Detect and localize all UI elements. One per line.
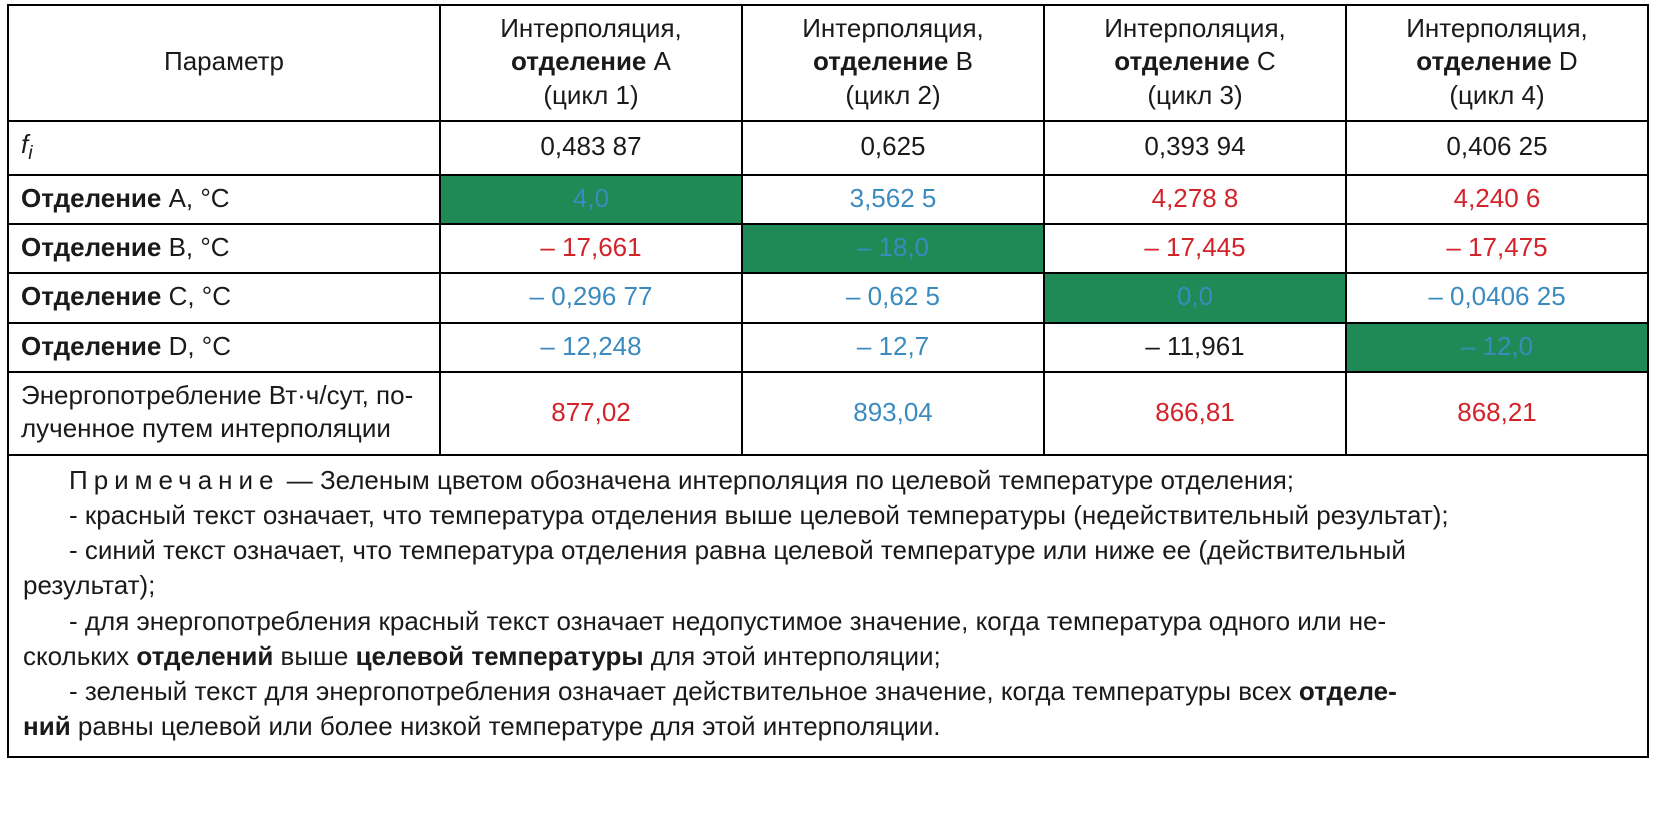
cell-target: – 12,0 [1346,323,1648,372]
note-text: равны целевой или более низкой температу… [71,711,941,741]
note-row: Примечание — Зеленым цветом обозначена и… [8,455,1648,757]
cell: 0,406 25 [1346,121,1648,175]
header-prefix: Интерполяция, [1406,13,1588,43]
table-container: Параметр Интерполяция, отделение A (цикл… [3,0,1651,762]
header-cycle: (цикл 3) [1147,80,1242,110]
cell: – 12,7 [742,323,1044,372]
header-prefix: Интерполяция, [1104,13,1286,43]
row-d-label: Отделение D, °C [8,323,440,372]
note-text: выше [273,641,355,671]
header-col-b: Интерполяция, отделение B (цикл 2) [742,5,1044,121]
note-text-bold: отделений [136,641,273,671]
row-label-bold: Отделение [21,331,161,361]
row-c-label: Отделение C, °C [8,273,440,322]
cell: 0,625 [742,121,1044,175]
row-b: Отделение B, °C – 17,661 – 18,0 – 17,445… [8,224,1648,273]
row-label-rest: D, °C [161,331,231,361]
note-text: — Зеленым цветом обозначена интерполяция… [280,465,1295,495]
cell: 866,81 [1044,372,1346,455]
note-text: результат); [23,569,1633,602]
row-energy-label-l1: Энергопотребление Вт·ч/сут, по- [21,380,413,410]
note-text: скольких [23,641,136,671]
header-letter: A [654,46,671,76]
header-letter: C [1257,46,1276,76]
header-param: Параметр [8,5,440,121]
note-text: - красный текст означает, что температур… [23,499,1633,532]
header-row: Параметр Интерполяция, отделение A (цикл… [8,5,1648,121]
row-b-label: Отделение B, °C [8,224,440,273]
note-text: для этой интерполяции; [644,641,941,671]
row-label-rest: A, °C [161,183,229,213]
row-label-rest: B, °C [161,232,229,262]
header-prefix: Интерполяция, [500,13,682,43]
header-bold: отделение [813,46,948,76]
note-text-bold: целевой температуры [356,641,644,671]
cell: – 11,961 [1044,323,1346,372]
row-a: Отделение A, °C 4,0 3,562 5 4,278 8 4,24… [8,175,1648,224]
header-bold: отделение [1416,46,1551,76]
header-letter: D [1559,46,1578,76]
cell: – 0,62 5 [742,273,1044,322]
header-col-a: Интерполяция, отделение A (цикл 1) [440,5,742,121]
cell: – 17,445 [1044,224,1346,273]
cell: – 12,248 [440,323,742,372]
cell: 868,21 [1346,372,1648,455]
header-prefix: Интерполяция, [802,13,984,43]
cell-target: 4,0 [440,175,742,224]
header-cycle: (цикл 2) [845,80,940,110]
cell: – 0,0406 25 [1346,273,1648,322]
cell-target: 0,0 [1044,273,1346,322]
note-text: - зеленый текст для энергопотребления оз… [69,676,1299,706]
interpolation-table: Параметр Интерполяция, отделение A (цикл… [7,4,1649,758]
header-cycle: (цикл 1) [543,80,638,110]
cell: 4,278 8 [1044,175,1346,224]
header-col-d: Интерполяция, отделение D (цикл 4) [1346,5,1648,121]
cell-target: – 18,0 [742,224,1044,273]
row-fi-label: fi [8,121,440,175]
row-a-label: Отделение A, °C [8,175,440,224]
cell: – 17,661 [440,224,742,273]
header-letter: B [956,46,973,76]
row-label-bold: Отделение [21,281,161,311]
row-energy-label-l2: лученное путем интерполяции [21,413,391,443]
row-label-bold: Отделение [21,232,161,262]
row-c: Отделение C, °C – 0,296 77 – 0,62 5 0,0 … [8,273,1648,322]
header-col-c: Интерполяция, отделение C (цикл 3) [1044,5,1346,121]
row-fi: fi 0,483 87 0,625 0,393 94 0,406 25 [8,121,1648,175]
row-label-rest: C, °C [161,281,231,311]
note-text: - для энергопотребления красный текст оз… [23,605,1633,638]
row-d: Отделение D, °C – 12,248 – 12,7 – 11,961… [8,323,1648,372]
row-label-bold: Отделение [21,183,161,213]
note-cell: Примечание — Зеленым цветом обозначена и… [8,455,1648,757]
cell: 0,393 94 [1044,121,1346,175]
cell: 3,562 5 [742,175,1044,224]
header-bold: отделение [511,46,646,76]
cell: 877,02 [440,372,742,455]
cell: 4,240 6 [1346,175,1648,224]
header-cycle: (цикл 4) [1449,80,1544,110]
header-bold: отделение [1114,46,1249,76]
note-lead: Примечание [69,465,280,495]
note-text: - синий текст означает, что температура … [23,534,1633,567]
row-energy-label: Энергопотребление Вт·ч/сут, по- лученное… [8,372,440,455]
cell: 893,04 [742,372,1044,455]
note-text-bold: отделе- [1299,676,1397,706]
cell: – 17,475 [1346,224,1648,273]
cell: – 0,296 77 [440,273,742,322]
row-energy: Энергопотребление Вт·ч/сут, по- лученное… [8,372,1648,455]
note-text-bold: ний [23,711,71,741]
cell: 0,483 87 [440,121,742,175]
